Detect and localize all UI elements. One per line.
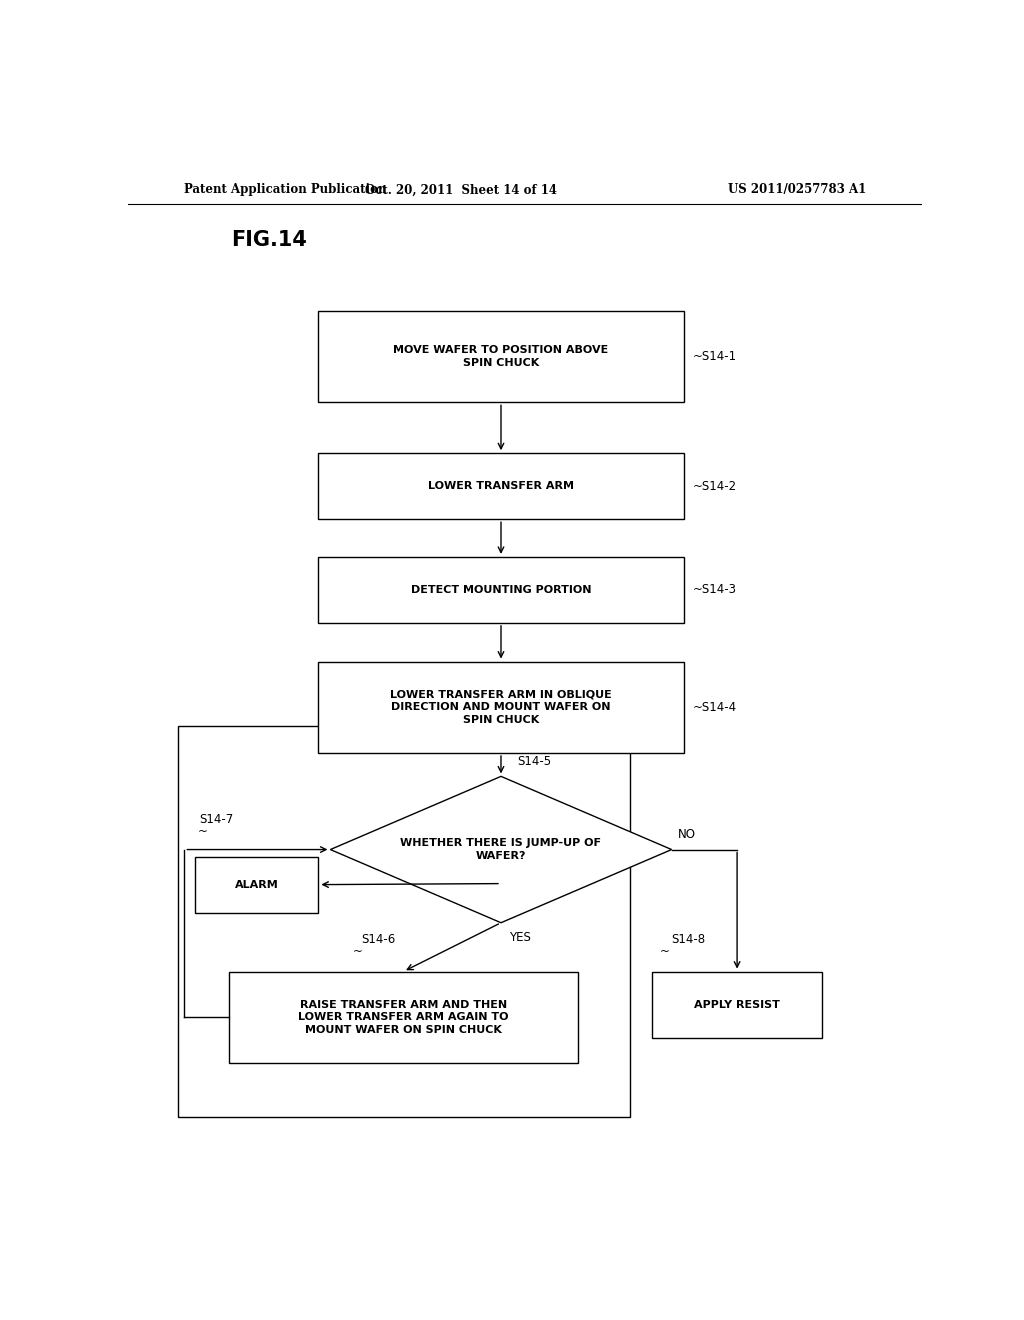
Bar (178, 726, 631, 1117)
Bar (318, 453, 684, 519)
Bar (318, 312, 684, 403)
Text: ~S14-4: ~S14-4 (693, 701, 737, 714)
Text: S14-7: S14-7 (200, 813, 233, 826)
Text: YES: YES (509, 931, 530, 944)
Text: FIG.14: FIG.14 (231, 230, 307, 249)
Text: NO: NO (678, 829, 696, 841)
Text: ALARM: ALARM (236, 879, 279, 890)
Bar (196, 857, 318, 912)
Text: ~: ~ (352, 945, 362, 958)
Text: RAISE TRANSFER ARM AND THEN
LOWER TRANSFER ARM AGAIN TO
MOUNT WAFER ON SPIN CHUC: RAISE TRANSFER ARM AND THEN LOWER TRANSF… (298, 999, 509, 1035)
Text: ~S14-2: ~S14-2 (693, 479, 737, 492)
Bar (652, 972, 822, 1038)
Text: US 2011/0257783 A1: US 2011/0257783 A1 (728, 183, 866, 197)
Text: Patent Application Publication: Patent Application Publication (183, 183, 386, 197)
Text: LOWER TRANSFER ARM IN OBLIQUE
DIRECTION AND MOUNT WAFER ON
SPIN CHUCK: LOWER TRANSFER ARM IN OBLIQUE DIRECTION … (390, 690, 612, 725)
Text: ~S14-3: ~S14-3 (693, 583, 737, 597)
Bar (228, 972, 578, 1063)
Text: WHETHER THERE IS JUMP-UP OF
WAFER?: WHETHER THERE IS JUMP-UP OF WAFER? (400, 838, 601, 861)
Text: S14-5: S14-5 (517, 755, 551, 768)
Polygon shape (331, 776, 672, 923)
Text: Oct. 20, 2011  Sheet 14 of 14: Oct. 20, 2011 Sheet 14 of 14 (366, 183, 557, 197)
Text: S14-6: S14-6 (361, 933, 395, 946)
Bar (318, 557, 684, 623)
Text: S14-8: S14-8 (672, 933, 706, 946)
Text: DETECT MOUNTING PORTION: DETECT MOUNTING PORTION (411, 585, 591, 595)
Text: LOWER TRANSFER ARM: LOWER TRANSFER ARM (428, 482, 574, 491)
Text: ~: ~ (198, 825, 208, 838)
Text: APPLY RESIST: APPLY RESIST (694, 999, 780, 1010)
Text: MOVE WAFER TO POSITION ABOVE
SPIN CHUCK: MOVE WAFER TO POSITION ABOVE SPIN CHUCK (393, 346, 608, 368)
Text: ~: ~ (659, 945, 670, 958)
Bar (318, 661, 684, 752)
Text: ~S14-1: ~S14-1 (693, 350, 737, 363)
